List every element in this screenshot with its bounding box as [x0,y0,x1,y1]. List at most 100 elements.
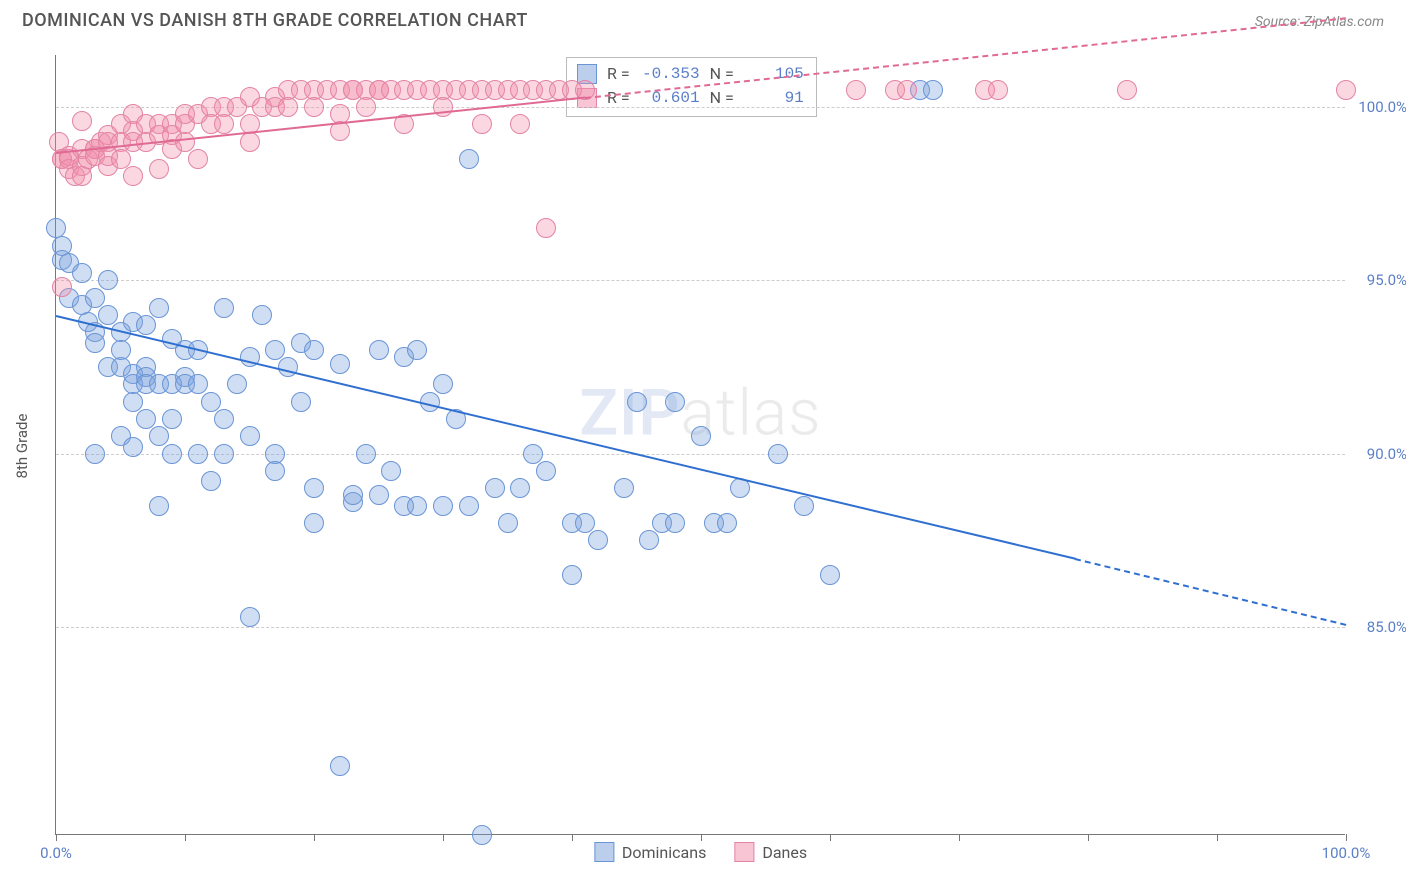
legend-swatch [594,842,614,862]
scatter-point [201,392,221,412]
scatter-point [252,305,272,325]
x-tick [443,834,444,841]
scatter-point [227,374,247,394]
y-tick-label: 95.0% [1352,271,1406,289]
scatter-point [498,513,518,533]
x-tick [1088,834,1089,841]
scatter-point [72,263,92,283]
scatter-point [111,340,131,360]
scatter-point [214,409,234,429]
trend-line [1075,558,1346,626]
scatter-point [1117,80,1137,100]
scatter-point [988,80,1008,100]
scatter-point [562,565,582,585]
scatter-point [85,333,105,353]
scatter-point [162,409,182,429]
scatter-point [459,496,479,516]
scatter-point [614,478,634,498]
scatter-point [485,478,505,498]
scatter-point [536,461,556,481]
scatter-point [136,409,156,429]
scatter-point [846,80,866,100]
scatter-point [98,305,118,325]
scatter-point [214,114,234,134]
scatter-point [304,340,324,360]
x-tick [830,834,831,841]
legend-label: Dominicans [622,843,706,862]
x-tick [701,834,702,841]
scatter-point [188,374,208,394]
scatter-point [588,530,608,550]
scatter-point [162,444,182,464]
x-tick [56,834,57,841]
scatter-point [523,444,543,464]
scatter-point [536,218,556,238]
stats-row: R =-0.353N =105 [577,62,804,86]
scatter-point [575,513,595,533]
gridline [56,454,1345,455]
scatter-point [265,461,285,481]
scatter-point [149,496,169,516]
scatter-point [627,392,647,412]
scatter-point [459,149,479,169]
gridline [56,107,1345,108]
scatter-point [794,496,814,516]
scatter-point [510,478,530,498]
scatter-point [717,513,737,533]
stat-r-label: R = [607,62,630,86]
scatter-point [472,114,492,134]
scatter-point [407,340,427,360]
scatter-point [240,607,260,627]
scatter-point [278,97,298,117]
scatter-point [768,444,788,464]
scatter-point [123,437,143,457]
scatter-point [820,565,840,585]
scatter-point [356,444,376,464]
scatter-point [85,444,105,464]
scatter-point [897,80,917,100]
gridline [56,280,1345,281]
scatter-point [304,513,324,533]
scatter-point [52,277,72,297]
x-tick-label: 100.0% [1322,844,1371,862]
scatter-point [85,288,105,308]
scatter-point [407,496,427,516]
scatter-point [330,354,350,374]
scatter-point [665,392,685,412]
scatter-point [472,825,492,845]
scatter-point [240,426,260,446]
legend-label: Danes [762,843,807,862]
scatter-point [214,298,234,318]
scatter-point [265,340,285,360]
x-tick-label: 0.0% [40,844,72,862]
scatter-point [123,392,143,412]
legend-item: Danes [734,842,807,862]
scatter-point [175,132,195,152]
scatter-point [111,149,131,169]
scatter-point [72,166,92,186]
scatter-point [123,166,143,186]
scatter-point [369,485,389,505]
scatter-point [136,315,156,335]
x-tick [1217,834,1218,841]
scatter-point [291,392,311,412]
scatter-point [214,444,234,464]
scatter-point [330,756,350,776]
stat-r-value: -0.353 [638,62,700,86]
scatter-point [433,496,453,516]
gridline [56,627,1345,628]
y-tick-label: 85.0% [1352,618,1406,636]
x-tick [314,834,315,841]
scatter-point [923,80,943,100]
scatter-point [369,340,389,360]
scatter-point [98,270,118,290]
scatter-point [433,374,453,394]
y-axis-label: 8th Grade [13,414,31,479]
x-tick [185,834,186,841]
scatter-point [149,426,169,446]
scatter-point [149,159,169,179]
scatter-point [381,461,401,481]
scatter-point [188,444,208,464]
scatter-point [240,132,260,152]
scatter-point [188,149,208,169]
